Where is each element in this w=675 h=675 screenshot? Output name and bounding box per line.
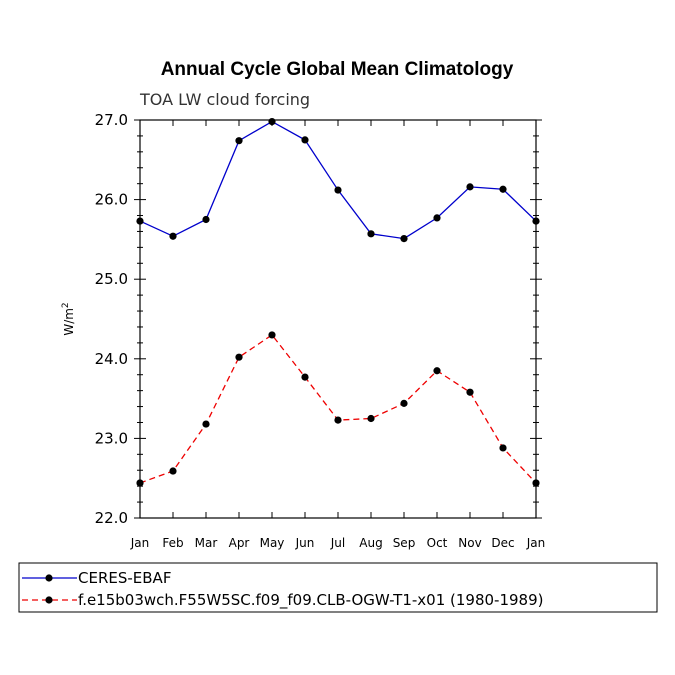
data-point [334, 186, 342, 194]
y-axis-label-superscript: 2 [61, 302, 71, 308]
data-point [169, 232, 177, 240]
data-point [367, 230, 375, 238]
svg-text:W/m2: W/m2 [61, 302, 76, 335]
x-tick-label: Oct [427, 536, 448, 550]
data-point [169, 467, 177, 475]
data-point [466, 183, 474, 191]
data-point [367, 414, 375, 423]
data-point [400, 399, 408, 407]
data-point [301, 136, 309, 144]
data-point [301, 373, 309, 381]
legend-label-model: f.e15b03wch.F55W5SC.f09_f09.CLB-OGW-T1-x… [78, 591, 543, 610]
data-point [400, 235, 408, 243]
data-point [532, 217, 540, 225]
legend-box [18, 562, 658, 613]
data-point [235, 353, 243, 361]
data-point [235, 137, 243, 145]
data-point [268, 117, 276, 126]
y-axis-label: W/m2 [61, 302, 76, 335]
y-tick-label: 23.0 [95, 429, 128, 447]
plot-frame [139, 119, 537, 519]
x-tick-label: May [260, 536, 285, 550]
x-tick-label: Jan [130, 536, 150, 550]
chart-subtitle: TOA LW cloud forcing [139, 90, 310, 109]
series-group [136, 117, 540, 487]
series-line-1 [139, 120, 537, 240]
data-point [433, 214, 441, 222]
data-point [334, 416, 342, 424]
axis-tick-labels: Jan Feb Mar Apr May Jun Jul Aug Sep Oct Nov Dec Jan2… [95, 111, 546, 550]
data-point [499, 185, 507, 193]
y-tick-label: 22.0 [95, 509, 128, 527]
legend-marker-ceres [45, 574, 53, 582]
data-point [202, 420, 210, 428]
data-point [433, 367, 441, 375]
x-tick-label: Jun [295, 536, 315, 550]
data-point [202, 215, 210, 224]
x-tick-label: Jul [330, 536, 345, 550]
data-point [268, 331, 276, 339]
data-point [466, 388, 474, 396]
data-point [532, 479, 540, 487]
x-tick-label: Nov [458, 536, 481, 550]
axis-ticks [134, 119, 542, 519]
x-tick-label: Dec [491, 536, 514, 550]
y-axis-label-text: W/m [62, 308, 76, 336]
data-point [499, 444, 507, 452]
data-point [136, 217, 144, 225]
legend-marker-model [45, 596, 53, 604]
y-tick-label: 24.0 [95, 350, 128, 368]
x-tick-label: Sep [393, 536, 416, 550]
x-tick-label: Feb [162, 536, 183, 550]
x-tick-label: Mar [195, 536, 218, 550]
x-tick-label: Apr [229, 536, 250, 550]
data-point [136, 479, 144, 487]
y-tick-label: 26.0 [95, 191, 128, 209]
x-tick-label: Jan [526, 536, 546, 550]
y-tick-label: 27.0 [95, 111, 128, 129]
chart-title: Annual Cycle Global Mean Climatology [161, 59, 514, 80]
legend: CERES-EBAF f.e15b03wch.F55W5SC.f09_f09.C… [18, 562, 658, 613]
x-tick-label: Aug [359, 536, 382, 550]
series-line-2 [139, 334, 537, 484]
y-tick-label: 25.0 [95, 270, 128, 288]
legend-label-ceres: CERES-EBAF [78, 569, 171, 587]
